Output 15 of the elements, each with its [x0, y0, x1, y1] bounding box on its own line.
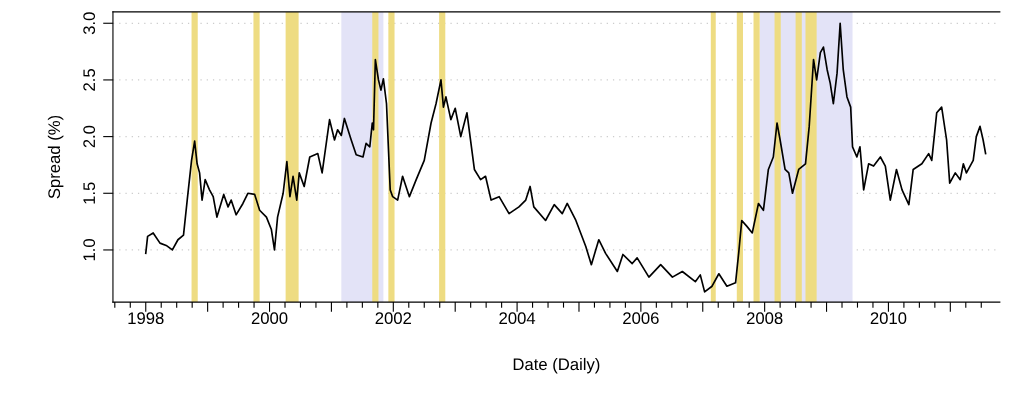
y-tick-label: 2.0: [83, 125, 96, 148]
x-tick-label: 2008: [746, 312, 783, 325]
y-tick-label: 2.5: [83, 69, 96, 91]
y-tick-label: 1.0: [83, 239, 96, 261]
x-axis-title: Date (Daily): [513, 357, 600, 374]
x-tick-label: 2000: [251, 312, 288, 325]
x-tick-label: 2002: [375, 312, 412, 325]
x-tick-label: 2006: [623, 312, 659, 325]
y-tick-label: 3.0: [83, 12, 96, 35]
y-tick-label: 1.5: [83, 182, 96, 204]
y-axis-title: Spread (%): [47, 115, 64, 199]
x-tick-label: 2010: [870, 312, 907, 325]
x-tick-label: 2004: [499, 312, 536, 325]
x-tick-label: 1998: [128, 312, 164, 325]
line-series: [144, 22, 987, 293]
